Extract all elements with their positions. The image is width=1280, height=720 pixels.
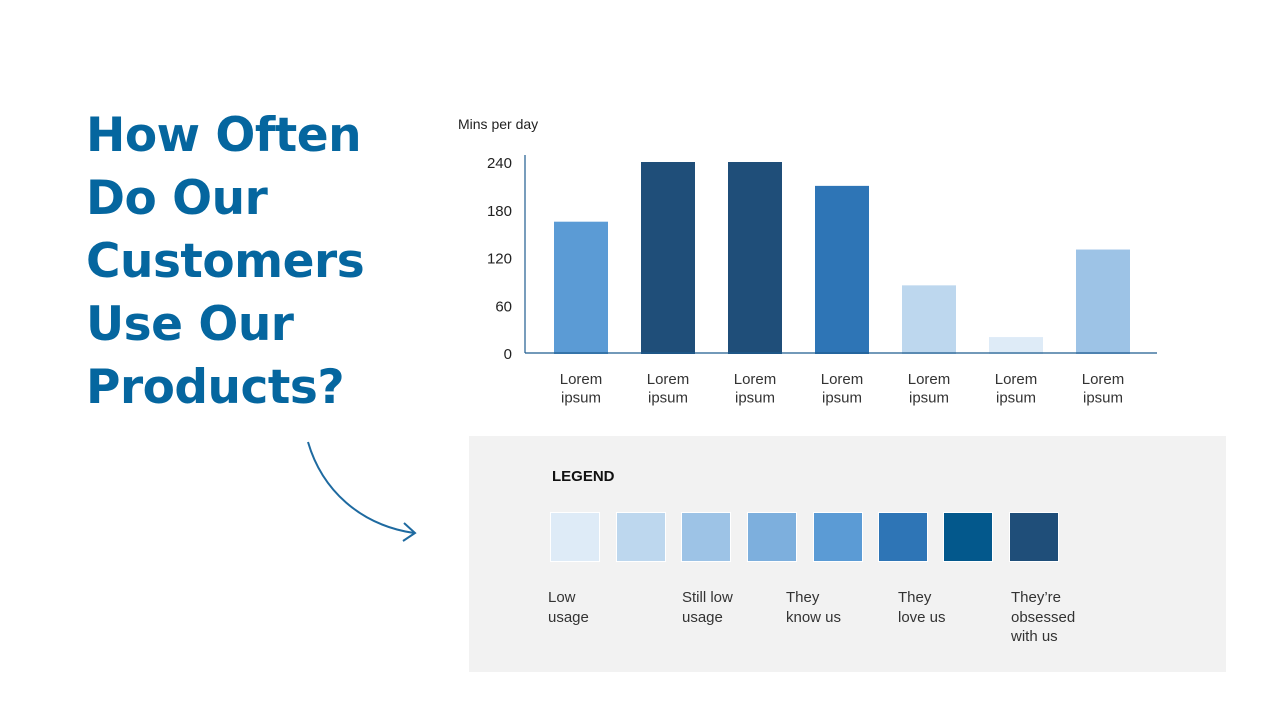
legend-label: Still low usage	[682, 589, 733, 626]
bar-chart: Mins per day 0 60 120 180 240 Lorem ipsum Lore…	[458, 116, 1157, 407]
y-axis-label: Mins per day	[458, 116, 538, 132]
y-tick-label: 240	[487, 155, 512, 172]
x-tick-label: Lorem ipsum	[1082, 371, 1125, 407]
title-line: Do Our	[86, 171, 268, 226]
y-tick-label: 60	[495, 298, 512, 315]
title-line: Products?	[86, 360, 345, 415]
x-tick-label: Lorem ipsum	[734, 371, 777, 407]
bar	[902, 285, 956, 354]
title-line: How Often	[86, 108, 362, 163]
y-tick-label: 180	[487, 203, 512, 220]
legend-swatch	[747, 512, 797, 562]
x-tick-label: Lorem ipsum	[995, 371, 1038, 407]
bar	[554, 221, 608, 354]
bar	[728, 162, 782, 354]
legend-swatch	[616, 512, 666, 562]
x-tick-label: Lorem ipsum	[821, 371, 864, 407]
bar	[815, 185, 869, 354]
bar	[1076, 249, 1130, 354]
legend-label: They know us	[786, 589, 842, 626]
legend: LEGEND Low usage Still low usage They know…	[469, 436, 1226, 672]
legend-label: Low usage	[548, 589, 589, 626]
legend-swatch	[1009, 512, 1059, 562]
title-line: Use Our	[86, 297, 294, 352]
legend-label: They’re obsessed with us	[1011, 589, 1076, 645]
legend-swatch	[878, 512, 928, 562]
legend-swatch	[681, 512, 731, 562]
x-tick-label: Lorem ipsum	[647, 371, 690, 407]
legend-swatch	[943, 512, 993, 562]
legend-swatch	[813, 512, 863, 562]
bar	[641, 162, 695, 354]
x-tick-label: Lorem ipsum	[560, 371, 603, 407]
y-tick-label: 120	[487, 251, 512, 268]
page-title: How Often Do Our Customers Use Our Produ…	[86, 104, 446, 419]
y-tick-label: 0	[504, 346, 512, 363]
legend-title: LEGEND	[552, 468, 615, 485]
bar	[989, 337, 1043, 354]
title-line: Customers	[86, 234, 365, 289]
x-tick-label: Lorem ipsum	[908, 371, 951, 407]
legend-swatch	[550, 512, 600, 562]
legend-label: They love us	[898, 589, 946, 626]
